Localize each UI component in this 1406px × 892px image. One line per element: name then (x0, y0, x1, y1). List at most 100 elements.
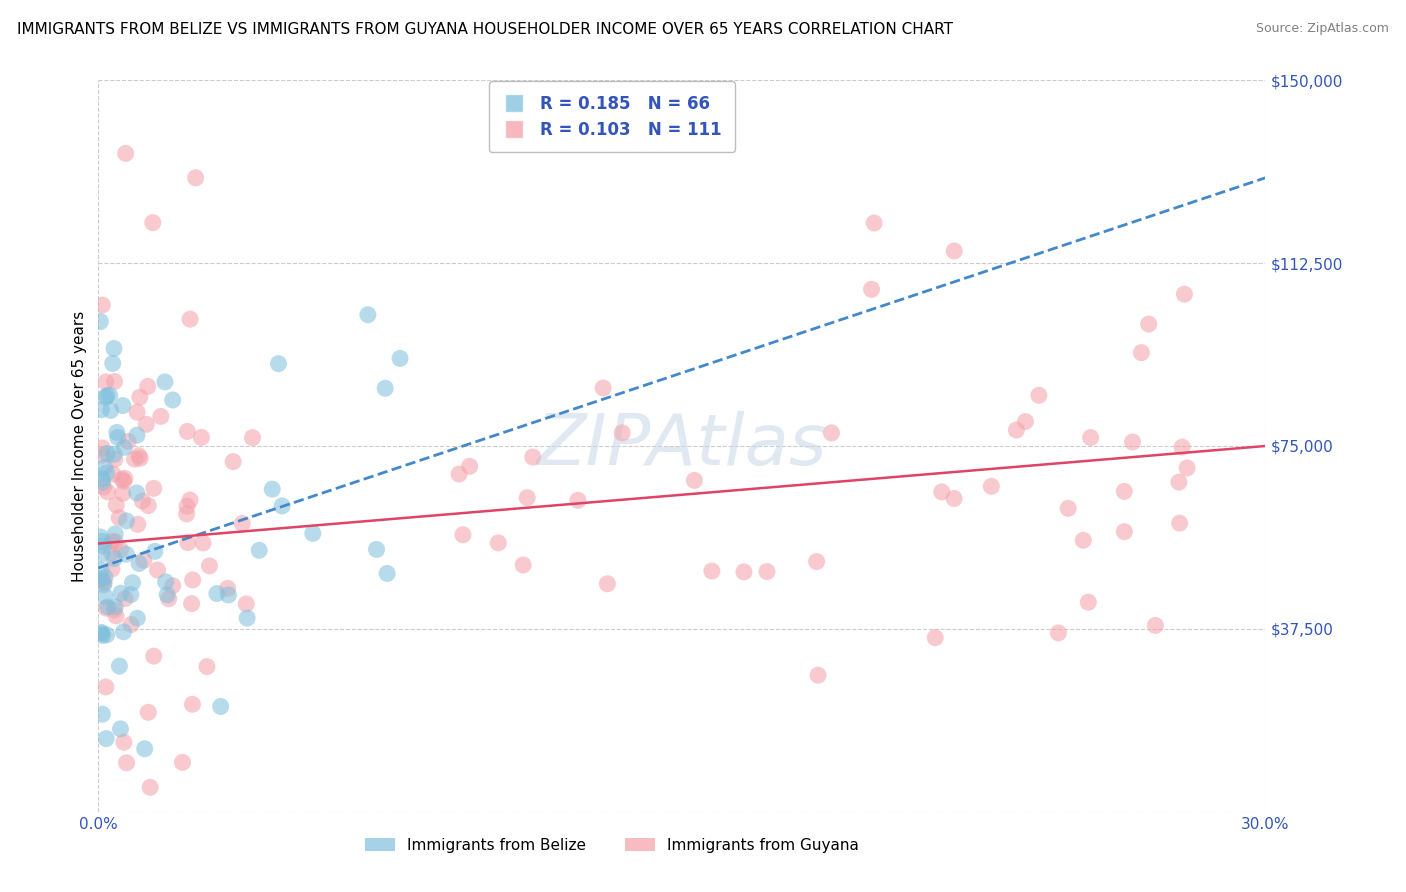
Point (89, 315, 111, 329)
Point (115, 514, 138, 528)
Point (100, 546, 122, 560)
Point (125, 486, 148, 500)
Point (91, 298, 114, 312)
Point (93, 480, 115, 494)
Point (96, 601, 118, 615)
Point (110, 586, 132, 600)
Point (93, 577, 115, 591)
Point (104, 535, 127, 549)
Point (184, 170, 207, 185)
Point (127, 611, 149, 625)
Point (129, 451, 152, 466)
Point (177, 535, 200, 549)
Point (105, 608, 128, 623)
Point (94, 570, 117, 584)
Point (96, 628, 118, 642)
Point (103, 551, 125, 566)
Point (115, 756, 138, 770)
Point (96, 466, 118, 480)
Point (136, 706, 159, 720)
Point (142, 481, 165, 495)
Point (94, 589, 117, 603)
Point (567, 493, 589, 508)
Point (366, 542, 388, 557)
Point (375, 566, 398, 581)
Point (91, 448, 114, 462)
Point (806, 555, 828, 569)
Point (176, 499, 198, 513)
Point (93, 575, 115, 590)
Point (97, 599, 120, 614)
Point (111, 472, 134, 486)
Point (101, 562, 124, 576)
Point (924, 631, 946, 645)
Point (146, 563, 169, 577)
Text: IMMIGRANTS FROM BELIZE VS IMMIGRANTS FROM GUYANA HOUSEHOLDER INCOME OVER 65 YEAR: IMMIGRANTS FROM BELIZE VS IMMIGRANTS FRO… (17, 22, 953, 37)
Point (127, 405, 149, 419)
Point (149, 409, 172, 424)
Point (91, 707, 114, 722)
Text: ZIPAtlas: ZIPAtlas (537, 411, 827, 481)
Point (131, 494, 153, 508)
Point (181, 573, 204, 587)
Point (1014, 415, 1036, 429)
Point (592, 381, 614, 395)
Point (90, 402, 112, 417)
Point (755, 565, 778, 579)
Point (136, 379, 159, 393)
Point (943, 244, 966, 258)
Point (139, 780, 162, 795)
Point (195, 659, 218, 673)
Point (860, 282, 883, 296)
Point (100, 403, 122, 417)
Point (103, 603, 125, 617)
Point (101, 356, 124, 370)
Point (612, 425, 634, 440)
Point (114, 146, 136, 161)
Point (242, 431, 264, 445)
Point (1005, 423, 1028, 437)
Point (115, 547, 138, 561)
Point (943, 491, 966, 506)
Point (112, 735, 135, 749)
Point (114, 471, 136, 485)
Point (162, 392, 184, 407)
Point (91, 475, 114, 490)
Point (112, 475, 135, 489)
Point (486, 536, 509, 550)
Point (181, 698, 204, 712)
Point (107, 430, 129, 444)
Point (103, 375, 125, 389)
Point (114, 591, 136, 606)
Point (89, 530, 111, 544)
Point (1168, 516, 1191, 530)
Point (156, 588, 179, 602)
Y-axis label: Householder Income Over 65 years: Householder Income Over 65 years (72, 310, 87, 582)
Point (516, 491, 538, 505)
Point (142, 216, 165, 230)
Point (93, 460, 115, 475)
Point (458, 459, 481, 474)
Point (176, 507, 198, 521)
Point (217, 588, 239, 602)
Point (301, 526, 323, 541)
Point (1144, 618, 1167, 632)
Point (180, 597, 202, 611)
Point (1173, 287, 1195, 301)
Point (700, 564, 723, 578)
Point (1114, 524, 1136, 539)
Point (1171, 440, 1194, 454)
Point (103, 342, 125, 356)
Point (112, 441, 135, 455)
Point (103, 447, 125, 461)
Point (120, 588, 142, 602)
Point (91, 628, 114, 642)
Point (155, 574, 177, 589)
Point (820, 425, 842, 440)
Point (104, 452, 127, 467)
Point (91, 471, 114, 485)
Point (135, 417, 157, 432)
Point (235, 597, 257, 611)
Point (179, 312, 201, 326)
Point (117, 434, 139, 449)
